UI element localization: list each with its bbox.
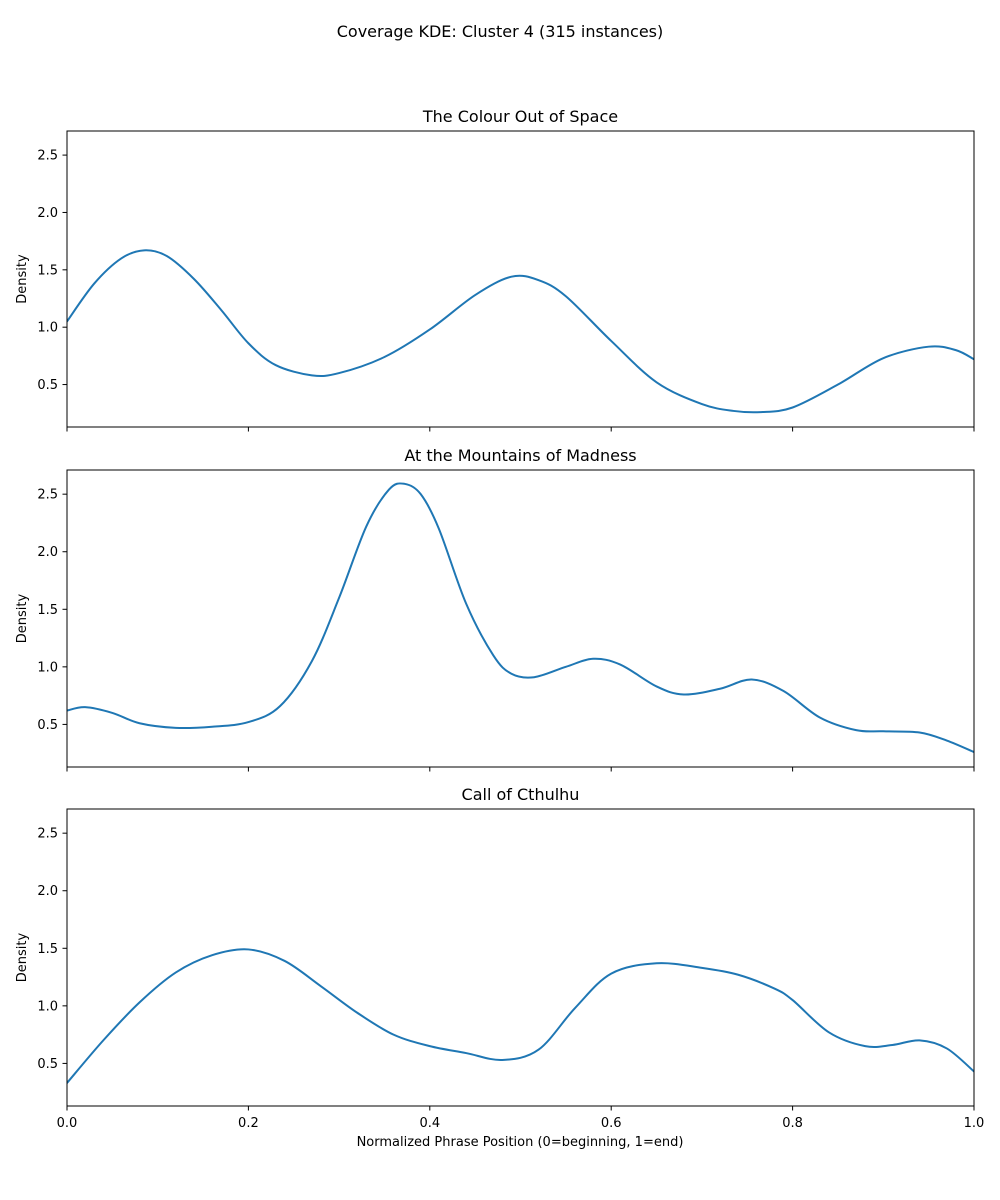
subplot-title: Call of Cthulhu — [462, 785, 580, 804]
y-axis-label: Density — [15, 254, 30, 304]
y-tick-label: 2.0 — [37, 206, 58, 221]
y-tick-label: 1.0 — [37, 660, 58, 675]
x-tick-label: 0.4 — [419, 1116, 440, 1131]
axes-frame — [66, 469, 975, 768]
y-axis-label: Density — [15, 593, 30, 643]
x-tick-label: 0.0 — [57, 1116, 78, 1131]
y-tick-label: 2.5 — [37, 488, 58, 503]
x-tick-label: 0.2 — [238, 1116, 259, 1131]
y-tick-label: 0.5 — [37, 718, 58, 733]
y-tick-label: 1.5 — [37, 942, 58, 957]
x-tick-label: 0.8 — [782, 1116, 803, 1131]
y-tick-label: 0.5 — [37, 1057, 58, 1072]
y-tick-label: 2.5 — [37, 827, 58, 842]
y-tick-label: 2.5 — [37, 149, 58, 164]
y-tick-label: 2.0 — [37, 545, 58, 560]
y-tick-label: 1.5 — [37, 263, 58, 278]
figure-title: Coverage KDE: Cluster 4 (315 instances) — [337, 22, 664, 41]
kde-series-line — [67, 482, 974, 754]
subplot-title: The Colour Out of Space — [422, 107, 618, 126]
kde-series-line — [67, 948, 974, 1084]
x-tick-label: 1.0 — [964, 1116, 985, 1131]
y-tick-label: 2.0 — [37, 884, 58, 899]
y-axis-label: Density — [15, 932, 30, 982]
subplot-2: At the Mountains of Madness 0.5 1.0 1.5 2.0 2… — [15, 446, 975, 772]
y-tick-label: 0.5 — [37, 378, 58, 393]
subplot-1: The Colour Out of Space 0.5 1.0 1.5 2.0 2.5 De… — [15, 107, 975, 432]
x-tick-label: 0.6 — [601, 1116, 622, 1131]
y-tick-label: 1.0 — [37, 999, 58, 1014]
y-tick-label: 1.0 — [37, 321, 58, 336]
y-tick-label: 1.5 — [37, 603, 58, 618]
subplots-group: The Colour Out of Space 0.5 1.0 1.5 2.0 2.5 De… — [15, 107, 984, 1131]
axes-frame — [66, 808, 975, 1107]
kde-series-line — [67, 249, 974, 414]
subplot-3: Call of Cthulhu 0.5 1.0 1.5 2.0 2.5 0.0 0.2 0.4 0… — [15, 785, 984, 1131]
axes-frame — [66, 130, 975, 428]
subplot-title: At the Mountains of Madness — [404, 446, 636, 465]
x-axis-label: Normalized Phrase Position (0=beginning,… — [357, 1135, 684, 1150]
